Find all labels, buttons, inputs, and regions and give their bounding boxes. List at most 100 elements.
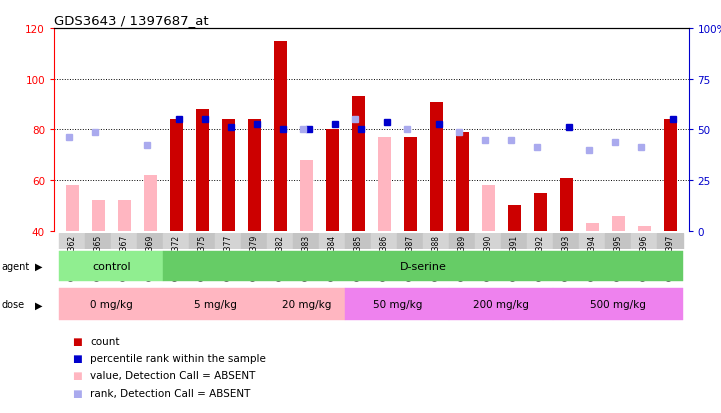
Bar [85, 233, 111, 250]
Bar [378, 138, 391, 231]
Text: 500 mg/kg: 500 mg/kg [590, 299, 646, 310]
Text: rank, Detection Call = ABSENT: rank, Detection Call = ABSENT [90, 388, 250, 398]
Bar [111, 233, 137, 250]
Text: percentile rank within the sample: percentile rank within the sample [90, 353, 266, 363]
Bar [559, 178, 573, 231]
Text: agent: agent [1, 261, 30, 271]
Bar [534, 193, 547, 231]
Bar [475, 233, 501, 250]
Text: GSM271393: GSM271393 [562, 234, 571, 280]
Bar [553, 289, 684, 320]
Bar [216, 233, 242, 250]
Bar [371, 233, 397, 250]
Bar [169, 120, 183, 231]
Text: GSM271372: GSM271372 [172, 234, 181, 280]
Text: GSM271389: GSM271389 [458, 234, 466, 280]
Text: GSM271367: GSM271367 [120, 234, 129, 280]
Bar [508, 206, 521, 231]
Text: 5 mg/kg: 5 mg/kg [194, 299, 236, 310]
Bar [404, 138, 417, 231]
Text: D-serine: D-serine [400, 261, 447, 271]
Text: control: control [92, 261, 131, 271]
Bar [242, 233, 267, 250]
Text: GSM271390: GSM271390 [484, 234, 493, 280]
Text: 20 mg/kg: 20 mg/kg [282, 299, 331, 310]
Bar [345, 289, 449, 320]
Text: GSM271386: GSM271386 [380, 234, 389, 280]
Bar [319, 233, 345, 250]
Bar [248, 120, 261, 231]
Text: dose: dose [1, 299, 25, 310]
Bar [137, 233, 163, 250]
Text: GSM271394: GSM271394 [588, 234, 597, 280]
Bar [430, 102, 443, 231]
Bar [190, 233, 216, 250]
Bar [456, 133, 469, 231]
Bar [267, 289, 345, 320]
Text: GSM271397: GSM271397 [666, 234, 675, 280]
Text: GSM271395: GSM271395 [614, 234, 623, 280]
Bar [501, 233, 527, 250]
Bar [274, 42, 287, 231]
Text: 0 mg/kg: 0 mg/kg [90, 299, 133, 310]
Text: GSM271375: GSM271375 [198, 234, 207, 280]
Bar [423, 233, 449, 250]
Bar [638, 226, 651, 231]
Text: ▶: ▶ [35, 261, 42, 271]
Bar [397, 233, 423, 250]
Bar [92, 201, 105, 231]
Bar [449, 233, 475, 250]
Bar [612, 216, 625, 231]
Text: GSM271362: GSM271362 [68, 234, 76, 280]
Text: GSM271387: GSM271387 [406, 234, 415, 280]
Bar [118, 201, 131, 231]
Bar [449, 289, 553, 320]
Bar [527, 233, 553, 250]
Bar [345, 233, 371, 250]
Bar [222, 120, 235, 231]
Bar [586, 224, 599, 231]
Bar [326, 130, 339, 231]
Text: value, Detection Call = ABSENT: value, Detection Call = ABSENT [90, 370, 255, 380]
Bar [482, 186, 495, 231]
Text: ■: ■ [72, 336, 82, 346]
Bar [632, 233, 658, 250]
Bar [196, 110, 209, 231]
Bar [293, 233, 319, 250]
Text: GSM271379: GSM271379 [249, 234, 259, 280]
Text: GSM271388: GSM271388 [432, 234, 441, 280]
Bar [66, 186, 79, 231]
Text: GSM271377: GSM271377 [224, 234, 233, 280]
Text: ■: ■ [72, 353, 82, 363]
Bar [163, 252, 684, 281]
Bar [143, 176, 156, 231]
Text: GSM271382: GSM271382 [276, 234, 285, 280]
Text: ▶: ▶ [35, 299, 42, 310]
Text: GDS3643 / 1397687_at: GDS3643 / 1397687_at [54, 14, 208, 27]
Text: GSM271396: GSM271396 [640, 234, 649, 280]
Text: ■: ■ [72, 370, 82, 380]
Text: GSM271385: GSM271385 [354, 234, 363, 280]
Text: 200 mg/kg: 200 mg/kg [474, 299, 529, 310]
Bar [59, 233, 85, 250]
Bar [163, 289, 267, 320]
Bar [658, 233, 684, 250]
Bar [352, 97, 365, 231]
Bar [59, 289, 163, 320]
Bar [267, 233, 293, 250]
Bar [163, 233, 190, 250]
Bar [300, 160, 313, 231]
Text: GSM271391: GSM271391 [510, 234, 519, 280]
Text: GSM271383: GSM271383 [302, 234, 311, 280]
Bar [580, 233, 606, 250]
Text: 50 mg/kg: 50 mg/kg [373, 299, 422, 310]
Text: GSM271369: GSM271369 [146, 234, 155, 280]
Text: ■: ■ [72, 388, 82, 398]
Bar [606, 233, 632, 250]
Bar [664, 120, 677, 231]
Text: count: count [90, 336, 120, 346]
Text: GSM271384: GSM271384 [328, 234, 337, 280]
Text: GSM271392: GSM271392 [536, 234, 545, 280]
Text: GSM271365: GSM271365 [94, 234, 103, 280]
Bar [59, 252, 163, 281]
